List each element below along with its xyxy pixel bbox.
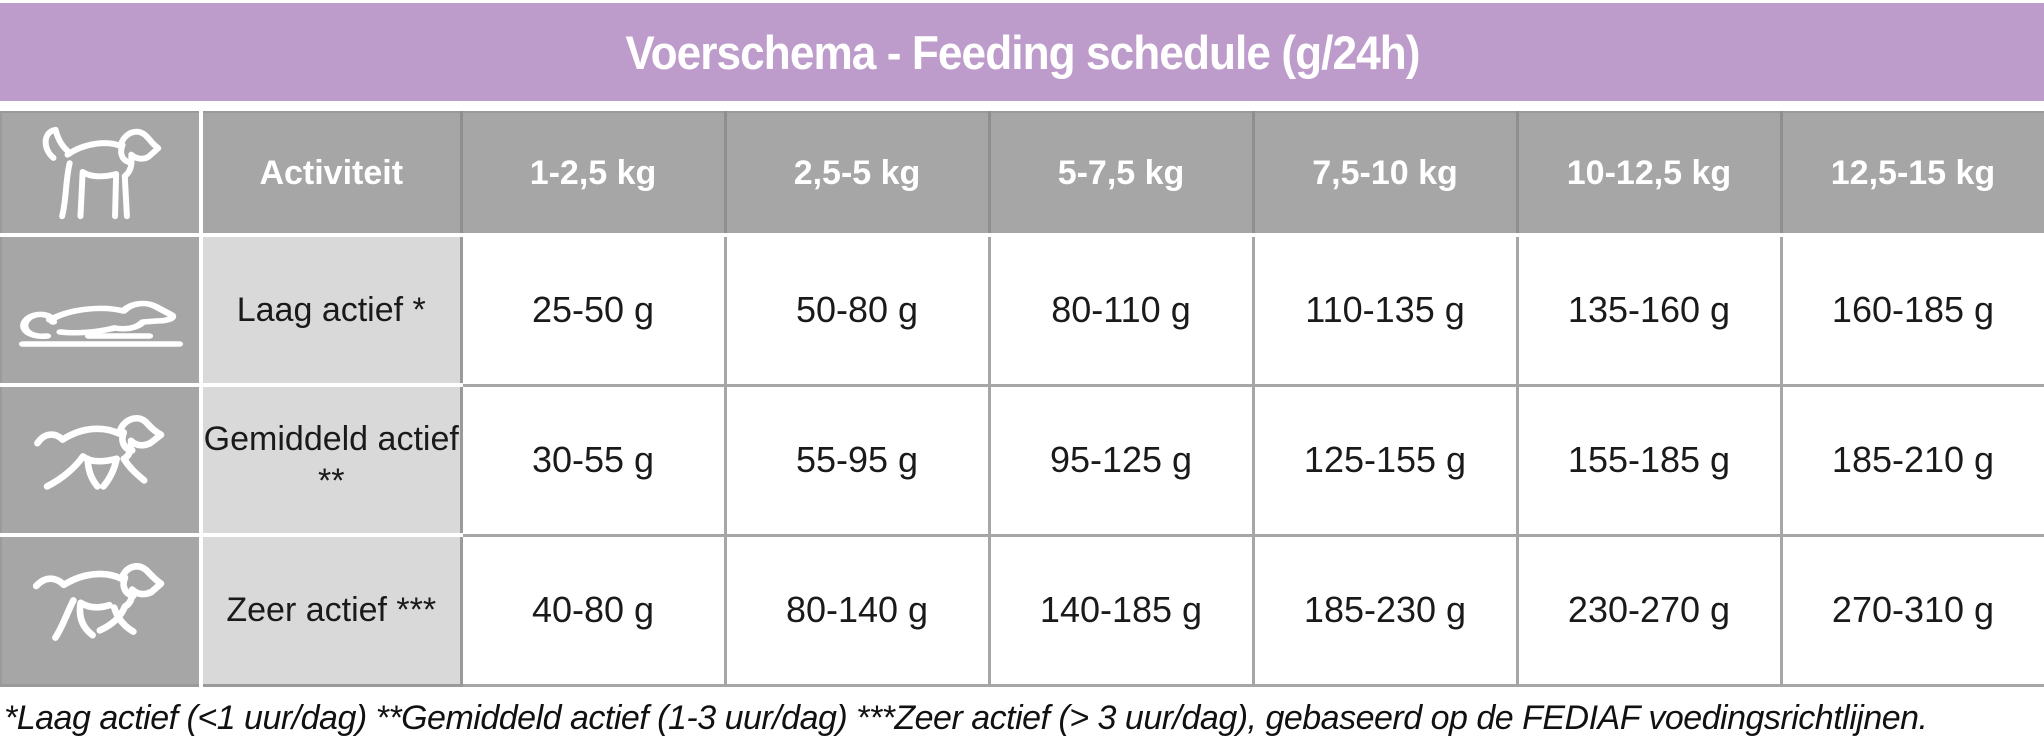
feeding-amount: 50-80 g <box>723 233 991 387</box>
table-row-low-active: Laag actief * 25-50 g 50-80 g 80-110 g 1… <box>0 233 2044 387</box>
feeding-amount: 95-125 g <box>987 383 1255 537</box>
standing-dog-icon <box>42 126 161 220</box>
row-icon-cell <box>0 233 203 387</box>
column-header-weight-1: 1-2,5 kg <box>459 111 727 237</box>
feeding-amount: 80-140 g <box>723 533 991 687</box>
column-header-weight-2: 2,5-5 kg <box>723 111 991 237</box>
table-row-very-active: Zeer actief *** 40-80 g 80-140 g 140-185… <box>0 533 2044 687</box>
row-icon-cell <box>0 533 203 687</box>
feeding-amount: 40-80 g <box>459 533 727 687</box>
feeding-amount: 55-95 g <box>723 383 991 537</box>
feeding-schedule-page: Voerschema - Feeding schedule (g/24h) <box>0 3 2044 744</box>
feeding-amount: 125-155 g <box>1251 383 1519 537</box>
column-header-weight-3: 5-7,5 kg <box>987 111 1255 237</box>
row-icon-cell <box>0 383 203 537</box>
activity-label: Zeer actief *** <box>199 533 463 687</box>
column-header-weight-5: 10-12,5 kg <box>1515 111 1783 237</box>
running-dog-icon <box>33 415 164 490</box>
feeding-amount: 135-160 g <box>1515 233 1783 387</box>
column-header-weight-6: 12,5-15 kg <box>1779 111 2044 237</box>
table-row-medium-active: Gemiddeld actief ** 30-55 g 55-95 g 95-1… <box>0 383 2044 537</box>
page-title: Voerschema - Feeding schedule (g/24h) <box>624 25 1420 79</box>
activity-label: Gemiddeld actief ** <box>199 383 463 537</box>
feeding-amount: 110-135 g <box>1251 233 1519 387</box>
footnote: *Laag actief (<1 uur/dag) **Gemiddeld ac… <box>4 698 1928 737</box>
column-header-activiteit: Activiteit <box>199 111 463 237</box>
feeding-amount: 30-55 g <box>459 383 727 537</box>
corner-icon-cell <box>0 111 203 237</box>
feeding-amount: 140-185 g <box>987 533 1255 687</box>
feeding-amount: 155-185 g <box>1515 383 1783 537</box>
galloping-dog-icon <box>32 563 164 642</box>
title-bar: Voerschema - Feeding schedule (g/24h) <box>0 3 2044 101</box>
header-row: Activiteit 1-2,5 kg 2,5-5 kg 5-7,5 kg 7,… <box>0 111 2044 237</box>
feeding-amount: 160-185 g <box>1779 233 2044 387</box>
lying-dog-icon <box>18 300 183 347</box>
feeding-amount: 185-210 g <box>1779 383 2044 537</box>
activity-label: Laag actief * <box>199 233 463 387</box>
feeding-amount: 80-110 g <box>987 233 1255 387</box>
feeding-amount: 185-230 g <box>1251 533 1519 687</box>
feeding-amount: 270-310 g <box>1779 533 2044 687</box>
feeding-amount: 25-50 g <box>459 233 727 387</box>
column-header-weight-4: 7,5-10 kg <box>1251 111 1519 237</box>
feeding-amount: 230-270 g <box>1515 533 1783 687</box>
feeding-table: Activiteit 1-2,5 kg 2,5-5 kg 5-7,5 kg 7,… <box>0 111 2044 687</box>
